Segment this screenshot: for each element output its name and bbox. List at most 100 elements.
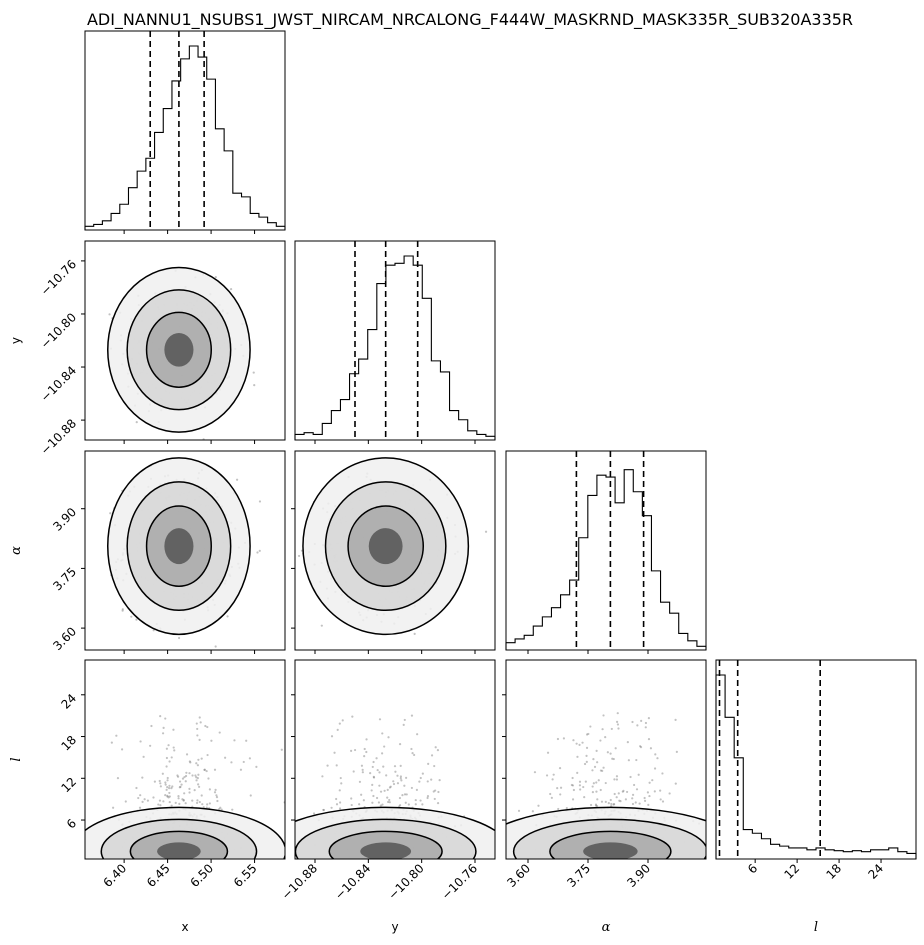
sample-point xyxy=(419,799,422,802)
sample-point xyxy=(640,719,643,722)
sample-point xyxy=(188,760,191,763)
sample-point xyxy=(405,793,408,796)
sample-point xyxy=(233,739,236,742)
sample-point xyxy=(627,759,630,762)
sample-point xyxy=(644,721,648,725)
sample-point xyxy=(181,777,185,780)
sample-point xyxy=(195,801,199,805)
sample-point xyxy=(582,785,585,789)
sample-point xyxy=(165,756,169,760)
sample-point xyxy=(339,776,342,780)
sample-point xyxy=(601,769,604,772)
sample-point xyxy=(139,740,142,743)
sample-point xyxy=(110,741,113,744)
sample-point xyxy=(430,754,434,757)
sample-point xyxy=(433,797,436,801)
sample-point xyxy=(219,806,222,809)
sample-point xyxy=(338,807,342,810)
sample-point xyxy=(166,794,169,797)
sample-point xyxy=(188,791,191,794)
sample-point xyxy=(635,758,638,762)
sample-point xyxy=(410,714,414,717)
sample-point xyxy=(413,632,416,635)
x-tick-label: 6.45 xyxy=(144,861,173,890)
sample-point xyxy=(108,313,111,316)
sample-point xyxy=(177,797,180,800)
sample-point xyxy=(194,774,197,777)
sample-point xyxy=(178,780,182,783)
density-panel-2-1 xyxy=(84,240,286,441)
sample-point xyxy=(230,761,233,764)
sample-point xyxy=(551,778,554,781)
sample-point xyxy=(173,749,176,752)
sample-point xyxy=(668,792,671,795)
sample-point xyxy=(206,725,209,729)
sample-point xyxy=(340,782,343,785)
sample-point xyxy=(647,803,650,806)
sample-point xyxy=(182,798,185,802)
sample-point xyxy=(599,788,602,792)
sample-point xyxy=(130,615,133,618)
sample-point xyxy=(401,794,404,797)
sample-point xyxy=(571,776,574,780)
sample-point xyxy=(591,791,594,794)
sample-point xyxy=(643,799,647,802)
sample-point xyxy=(557,807,560,811)
sample-point xyxy=(365,738,368,741)
sample-point xyxy=(322,808,326,812)
sample-point xyxy=(338,722,341,725)
x-tick-label: 24 xyxy=(865,861,886,882)
sample-point xyxy=(419,776,422,780)
panel-frame xyxy=(505,659,707,860)
sample-point xyxy=(396,782,400,785)
sample-point xyxy=(638,802,641,805)
sample-point xyxy=(589,725,592,728)
sample-point xyxy=(585,746,589,750)
sample-point xyxy=(321,775,324,778)
sample-point xyxy=(639,746,643,749)
sample-point xyxy=(649,747,653,750)
sample-point xyxy=(239,768,243,771)
sample-point xyxy=(207,777,210,780)
sample-point xyxy=(135,618,138,621)
sample-point xyxy=(434,789,437,792)
sample-point xyxy=(182,799,185,802)
sample-point xyxy=(387,736,390,739)
sample-point xyxy=(142,755,145,758)
sample-point xyxy=(646,791,650,794)
sample-point xyxy=(601,728,604,731)
sample-point xyxy=(165,747,168,750)
sample-point xyxy=(414,798,417,802)
sample-point xyxy=(203,768,206,772)
density-contour-4 xyxy=(360,842,412,859)
sample-point xyxy=(371,765,374,769)
sample-point xyxy=(570,783,573,787)
panel-frame xyxy=(84,240,286,441)
sample-point xyxy=(609,798,612,802)
histogram-steps xyxy=(715,674,917,859)
sample-point xyxy=(421,803,424,806)
sample-point xyxy=(604,781,607,785)
sample-point xyxy=(405,776,408,779)
sample-point xyxy=(172,728,175,731)
sample-point xyxy=(610,802,613,806)
sample-point xyxy=(208,788,211,791)
sample-point xyxy=(189,761,192,764)
sample-point xyxy=(610,727,613,731)
histogram-steps xyxy=(294,255,496,440)
sample-point xyxy=(164,783,167,786)
sample-point xyxy=(213,768,217,771)
sample-point xyxy=(149,744,152,747)
sample-point xyxy=(578,743,581,747)
sample-point xyxy=(398,796,402,800)
sample-point xyxy=(197,758,200,761)
sample-point xyxy=(382,765,385,768)
sample-point xyxy=(559,793,562,796)
sample-point xyxy=(287,537,289,539)
sample-point xyxy=(583,796,586,799)
corner-panels: 6.40 6.45 6.50 6.55 x −10.88 −10.84 −10.80 −10.7… xyxy=(9,30,917,935)
sample-point xyxy=(351,715,354,718)
sample-point xyxy=(312,812,316,815)
sample-point xyxy=(575,742,578,745)
